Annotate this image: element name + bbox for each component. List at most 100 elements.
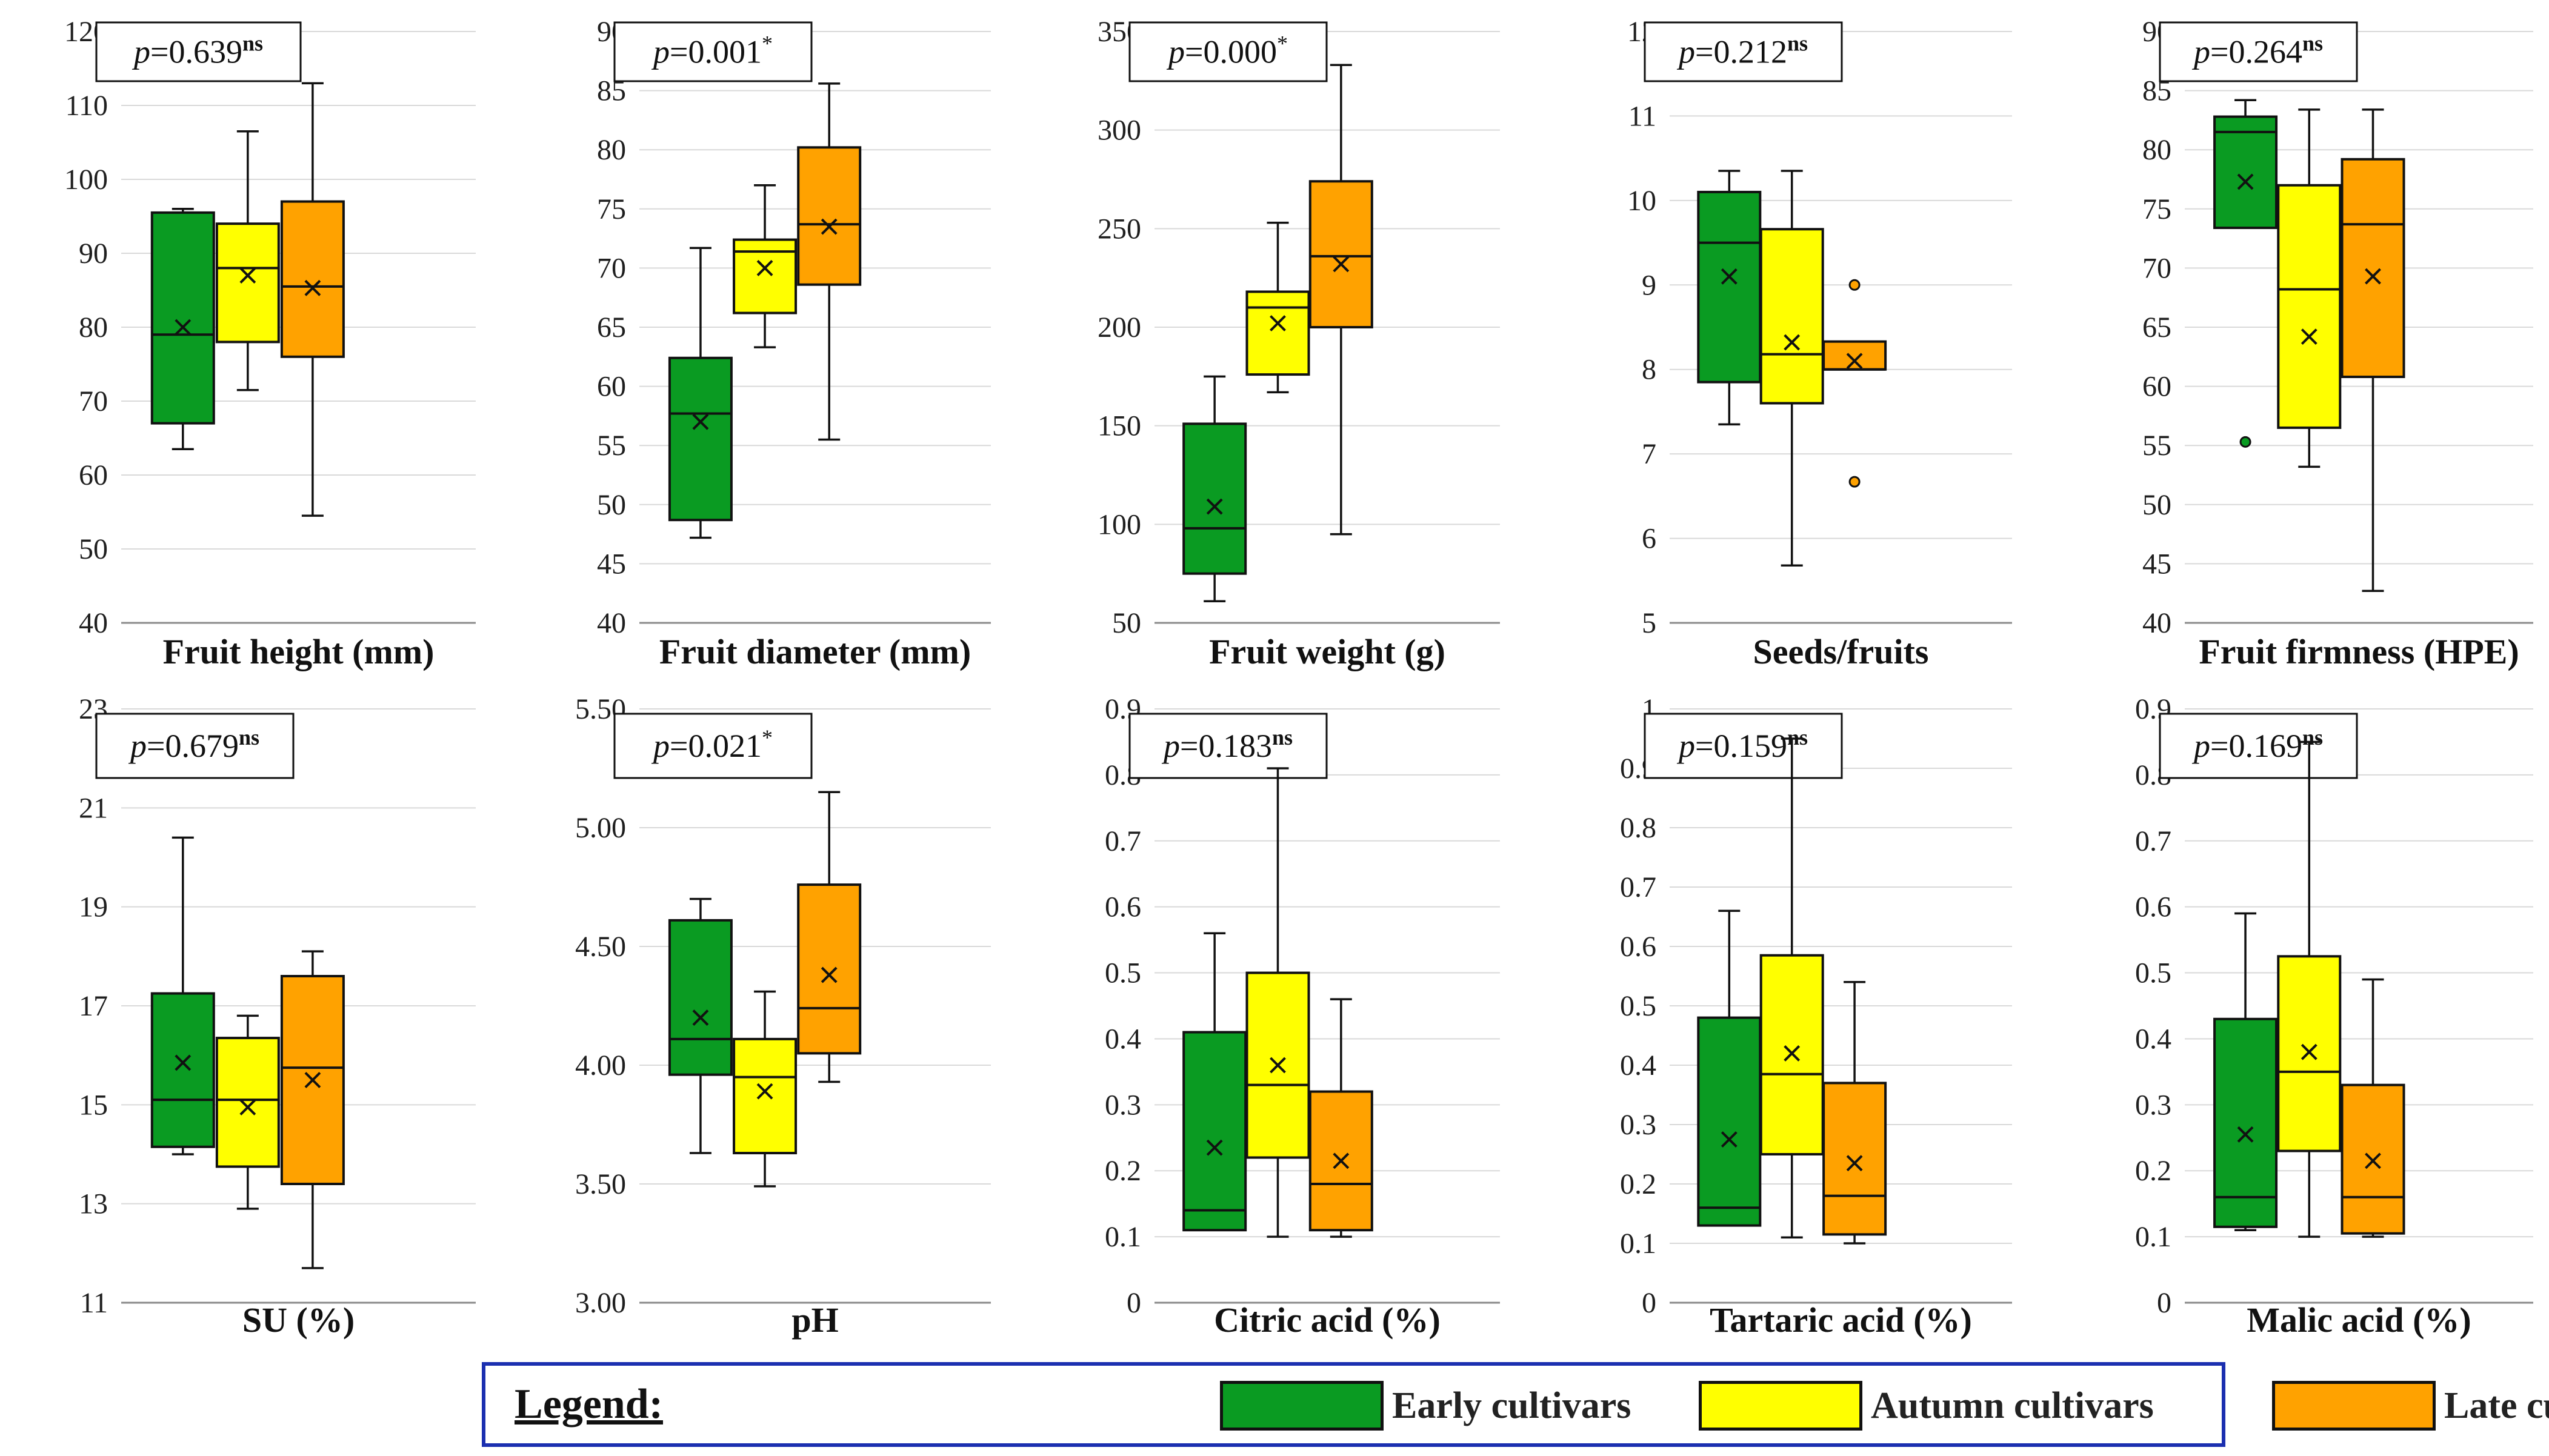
y-tick-label: 0.5 (1105, 957, 1141, 989)
box-early (1184, 933, 1245, 1230)
y-tick-label: 19 (79, 891, 108, 923)
y-tick-label: 3.50 (575, 1168, 626, 1200)
box-autumn (1247, 768, 1308, 1237)
y-tick-label: 13 (79, 1188, 108, 1220)
iqr-box (798, 885, 860, 1053)
iqr-box (1247, 291, 1308, 374)
legend-item-autumn: Autumn cultivars (1699, 1380, 2154, 1431)
y-tick-label: 0.3 (1620, 1109, 1656, 1141)
iqr-box (1184, 1032, 1245, 1231)
box-early (2214, 100, 2276, 447)
box-early (670, 899, 731, 1153)
y-tick-label: 0.3 (2135, 1089, 2171, 1121)
y-tick-label: 0 (1127, 1287, 1141, 1319)
y-tick-label: 9 (1642, 269, 1656, 301)
box-late (282, 83, 344, 516)
y-tick-label: 50 (2142, 489, 2171, 521)
y-tick-label: 4.00 (575, 1049, 626, 1082)
y-tick-label: 15 (79, 1089, 108, 1121)
y-tick-label: 65 (597, 311, 626, 344)
y-tick-label: 0.5 (1620, 990, 1656, 1022)
y-tick-label: 300 (1098, 115, 1141, 147)
chart-3: 50100150200250300350Fruit weight (g)p=0.… (1098, 16, 1500, 671)
legend-label-early: Early cultivars (1392, 1385, 1631, 1428)
y-tick-label: 70 (597, 252, 626, 284)
outlier-point (1850, 477, 1859, 487)
y-tick-label: 250 (1098, 213, 1141, 245)
y-tick-label: 5.00 (575, 812, 626, 844)
y-tick-label: 0.4 (1620, 1049, 1656, 1082)
x-axis-label: Seeds/fruits (1753, 632, 1929, 671)
iqr-box (152, 213, 214, 424)
y-tick-label: 17 (79, 990, 108, 1022)
box-early (2214, 914, 2276, 1231)
y-tick-label: 0.7 (1620, 871, 1656, 903)
y-tick-label: 0.2 (2135, 1155, 2171, 1187)
iqr-box (1698, 1018, 1760, 1226)
box-autumn (2278, 110, 2340, 467)
iqr-box (217, 224, 279, 342)
chart-4: 56789101112Seeds/fruitsp=0.212ns (1627, 16, 2012, 671)
box-late (2342, 110, 2404, 591)
box-autumn (2278, 742, 2340, 1237)
y-tick-label: 0.1 (1620, 1228, 1656, 1260)
p-value-label: p=0.001* (651, 32, 773, 70)
y-tick-label: 11 (1628, 100, 1656, 132)
box-autumn (734, 991, 796, 1186)
box-early (1698, 911, 1760, 1225)
box-late (1824, 982, 1885, 1243)
iqr-box (1310, 181, 1372, 327)
y-tick-label: 50 (1112, 607, 1141, 639)
legend-title: Legend: (515, 1380, 663, 1429)
y-tick-label: 0.2 (1620, 1168, 1656, 1200)
y-tick-label: 60 (79, 459, 108, 491)
iqr-box (670, 358, 731, 520)
iqr-box (1824, 1083, 1885, 1234)
x-axis-label: pH (791, 1300, 838, 1340)
outlier-point (1850, 280, 1859, 290)
box-early (1184, 376, 1245, 601)
y-tick-label: 45 (2142, 548, 2171, 580)
y-tick-label: 65 (2142, 311, 2171, 344)
y-tick-label: 0 (2157, 1287, 2171, 1319)
box-autumn (1761, 739, 1823, 1237)
y-tick-label: 40 (597, 607, 626, 639)
y-tick-label: 0.3 (1105, 1089, 1141, 1121)
y-tick-label: 40 (2142, 607, 2171, 639)
y-tick-label: 0.7 (2135, 825, 2171, 857)
x-axis-label: Tartaric acid (%) (1710, 1300, 1972, 1340)
iqr-box (734, 1039, 796, 1153)
p-value-label: p=0.021* (651, 725, 773, 764)
y-tick-label: 10 (1627, 185, 1656, 217)
box-autumn (1761, 171, 1823, 565)
y-tick-label: 90 (79, 238, 108, 270)
y-tick-label: 0.5 (2135, 957, 2171, 989)
y-tick-label: 0.6 (2135, 891, 2171, 923)
y-tick-label: 150 (1098, 410, 1141, 442)
iqr-box (152, 994, 214, 1147)
iqr-box (2214, 117, 2276, 228)
box-late (282, 951, 344, 1268)
chart-9: 00.10.20.30.40.50.60.70.80.91Tartaric ac… (1620, 693, 2012, 1340)
box-late (1310, 999, 1372, 1237)
y-tick-label: 55 (2142, 430, 2171, 462)
box-late (1310, 65, 1372, 534)
y-tick-label: 75 (2142, 193, 2171, 225)
y-tick-label: 0.7 (1105, 825, 1141, 857)
iqr-box (282, 202, 344, 357)
iqr-box (1761, 229, 1823, 403)
x-axis-label: SU (%) (242, 1300, 355, 1340)
x-axis-label: Citric acid (%) (1214, 1300, 1441, 1340)
box-early (670, 248, 731, 537)
box-plot-figure: 405060708090100110120Fruit height (mm)p=… (0, 0, 2549, 1456)
y-tick-label: 80 (597, 134, 626, 166)
x-axis-label: Fruit diameter (mm) (659, 632, 971, 671)
iqr-box (2342, 159, 2404, 377)
y-tick-label: 80 (2142, 134, 2171, 166)
legend-item-late: Late cultivars (2272, 1380, 2549, 1431)
y-tick-label: 60 (597, 371, 626, 403)
legend-swatch-early (1220, 1381, 1384, 1431)
legend-label-late: Late cultivars (2444, 1385, 2549, 1428)
y-tick-label: 8 (1642, 354, 1656, 386)
